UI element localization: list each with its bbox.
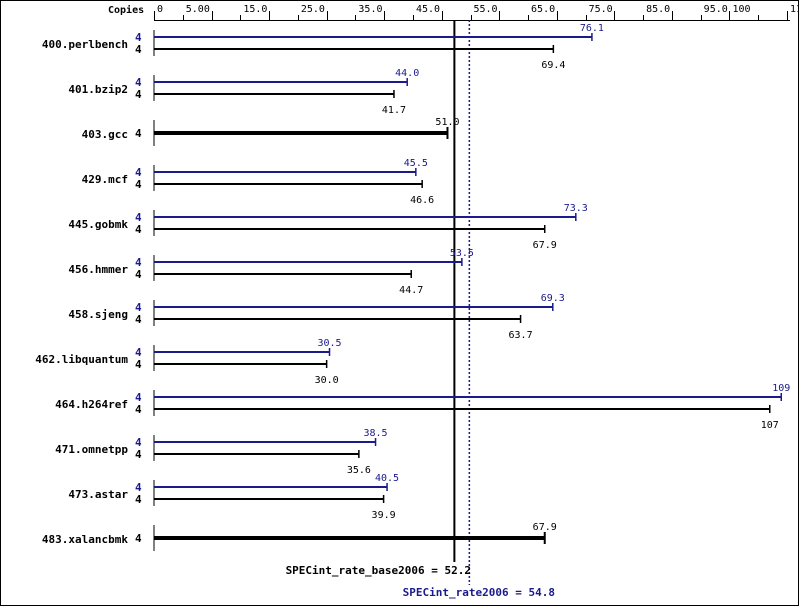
benchmark-label: 401.bzip2	[68, 83, 128, 96]
base-copies: 4	[135, 268, 142, 281]
base-copies: 4	[135, 448, 142, 461]
peak-value-label: 73.3	[564, 203, 588, 214]
peak-value-label: 109	[772, 383, 790, 394]
x-tick-label: 15.0	[243, 4, 267, 15]
base-copies: 4	[135, 493, 142, 506]
base-copies: 4	[135, 313, 142, 326]
peak-copies: 4	[135, 166, 142, 179]
base-value-label: 41.7	[382, 105, 406, 116]
base-value-label: 67.9	[533, 240, 557, 251]
benchmark-label: 445.gobmk	[68, 218, 128, 231]
x-tick-label: 75.0	[589, 4, 613, 15]
peak-copies: 4	[135, 346, 142, 359]
peak-copies: 4	[135, 31, 142, 44]
base-copies: 4	[135, 178, 142, 191]
x-tick-label: 0	[157, 4, 163, 15]
x-tick-label: 110	[790, 4, 799, 15]
x-tick-label: 65.0	[531, 4, 555, 15]
base-value-label: 44.7	[399, 285, 423, 296]
peak-value-label: 44.0	[395, 68, 419, 79]
benchmark-label: 456.hmmer	[68, 263, 128, 276]
x-tick-label: 5.00	[186, 4, 210, 15]
benchmark-label: 458.sjeng	[68, 308, 128, 321]
base-copies: 4	[135, 127, 142, 140]
peak-value-label: 45.5	[404, 158, 428, 169]
peak-copies: 4	[135, 391, 142, 404]
peak-copies: 4	[135, 436, 142, 449]
benchmark-label: 429.mcf	[82, 173, 128, 186]
x-tick-label: 55.0	[474, 4, 498, 15]
peak-copies: 4	[135, 211, 142, 224]
benchmark-label: 473.astar	[68, 488, 128, 501]
base-value-label: 51.0	[435, 117, 459, 128]
base-copies: 4	[135, 403, 142, 416]
base-value-label: 69.4	[541, 60, 565, 71]
peak-value-label: 30.5	[317, 338, 341, 349]
peak-value-label: 69.3	[541, 293, 565, 304]
peak-copies: 4	[135, 76, 142, 89]
base-value-label: 30.0	[315, 375, 339, 386]
peak-value-label: 53.5	[450, 248, 474, 259]
base-copies: 4	[135, 532, 142, 545]
benchmark-label: 400.perlbench	[42, 38, 128, 51]
base-copies: 4	[135, 88, 142, 101]
benchmark-label: 471.omnetpp	[55, 443, 128, 456]
x-tick-label: 25.0	[301, 4, 325, 15]
base-value-label: 35.6	[347, 465, 371, 476]
x-tick-label: 85.0	[646, 4, 670, 15]
base-value-label: 46.6	[410, 195, 434, 206]
base-value-label: 67.9	[533, 522, 557, 533]
peak-copies: 4	[135, 301, 142, 314]
base-copies: 4	[135, 43, 142, 56]
peak-copies: 4	[135, 481, 142, 494]
x-tick-label: 45.0	[416, 4, 440, 15]
base-copies: 4	[135, 223, 142, 236]
x-tick-label: 35.0	[358, 4, 382, 15]
base-value-label: 107	[761, 420, 779, 431]
benchmark-label: 462.libquantum	[35, 353, 128, 366]
benchmark-label: 403.gcc	[82, 128, 128, 141]
peak-value-label: 40.5	[375, 473, 399, 484]
peak-value-label: 76.1	[580, 23, 604, 34]
peak-copies: 4	[135, 256, 142, 269]
copies-header: Copies	[108, 4, 144, 16]
base-value-label: 63.7	[509, 330, 533, 341]
x-tick-label: 95.0	[704, 4, 728, 15]
base-summary-label: SPECint_rate_base2006 = 52.2	[286, 564, 471, 577]
peak-summary-label: SPECint_rate2006 = 54.8	[403, 586, 555, 599]
x-tick-label: 100	[732, 4, 750, 15]
peak-value-label: 38.5	[364, 428, 388, 439]
benchmark-label: 464.h264ref	[55, 398, 128, 411]
base-value-label: 39.9	[372, 510, 396, 521]
base-copies: 4	[135, 358, 142, 371]
benchmark-label: 483.xalancbmk	[42, 533, 128, 546]
